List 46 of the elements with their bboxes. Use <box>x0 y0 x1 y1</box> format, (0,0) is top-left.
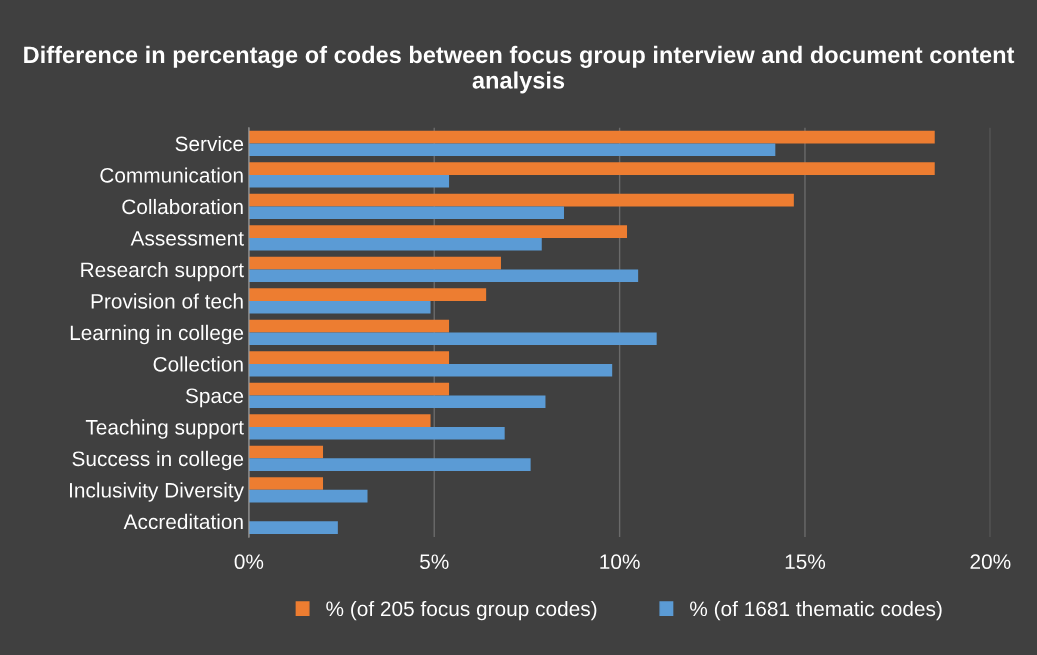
y-tick-label: Accreditation <box>123 513 243 530</box>
y-tick-label: Inclusivity Diversity <box>69 482 244 502</box>
bar <box>248 193 794 207</box>
legend-label: % (of 205 focus group codes) <box>326 600 597 621</box>
bar <box>248 174 450 188</box>
bar <box>248 426 505 440</box>
bar <box>248 288 487 301</box>
bar <box>248 414 431 427</box>
y-tick-label: Collaboration <box>122 198 243 215</box>
y-tick-label: Teaching support <box>85 419 244 439</box>
chart-title: Difference in percentage of codes between focus group interview and document content analysis <box>24 45 1015 94</box>
bar <box>248 395 546 408</box>
bar <box>248 351 450 364</box>
bar <box>248 319 450 333</box>
bar <box>248 300 431 314</box>
bar <box>248 225 628 238</box>
bar <box>248 382 450 396</box>
bar <box>248 458 531 471</box>
legend-label: % (of 1681 thematic codes) <box>690 600 942 621</box>
x-tick-label: 15% <box>785 554 826 570</box>
y-tick-label: Communication <box>100 167 243 183</box>
x-tick-label: 5% <box>420 554 449 570</box>
bar <box>248 363 613 377</box>
bar <box>248 206 564 220</box>
x-tick-label: 10% <box>600 554 640 570</box>
y-tick-label: Learning in college <box>70 324 244 345</box>
y-tick-label: Space <box>185 388 244 408</box>
bar <box>248 162 935 175</box>
y-tick-label: Service <box>175 135 244 152</box>
y-tick-label: Research support <box>81 261 244 282</box>
bar <box>248 477 324 490</box>
y-tick-label: Success in college <box>72 450 244 471</box>
bar <box>248 130 935 144</box>
bar <box>248 489 368 503</box>
bar <box>248 269 639 283</box>
bar <box>248 143 776 157</box>
x-tick-label: 20% <box>970 554 1011 570</box>
bar <box>248 521 338 534</box>
bar <box>248 237 542 251</box>
bar <box>248 332 657 346</box>
x-tick-label: 0% <box>234 554 264 570</box>
bar <box>248 256 501 270</box>
bar <box>248 445 324 459</box>
y-tick-label: Collection <box>153 356 243 372</box>
y-tick-label: Assessment <box>130 231 244 246</box>
y-tick-label: Provision of tech <box>91 293 243 309</box>
